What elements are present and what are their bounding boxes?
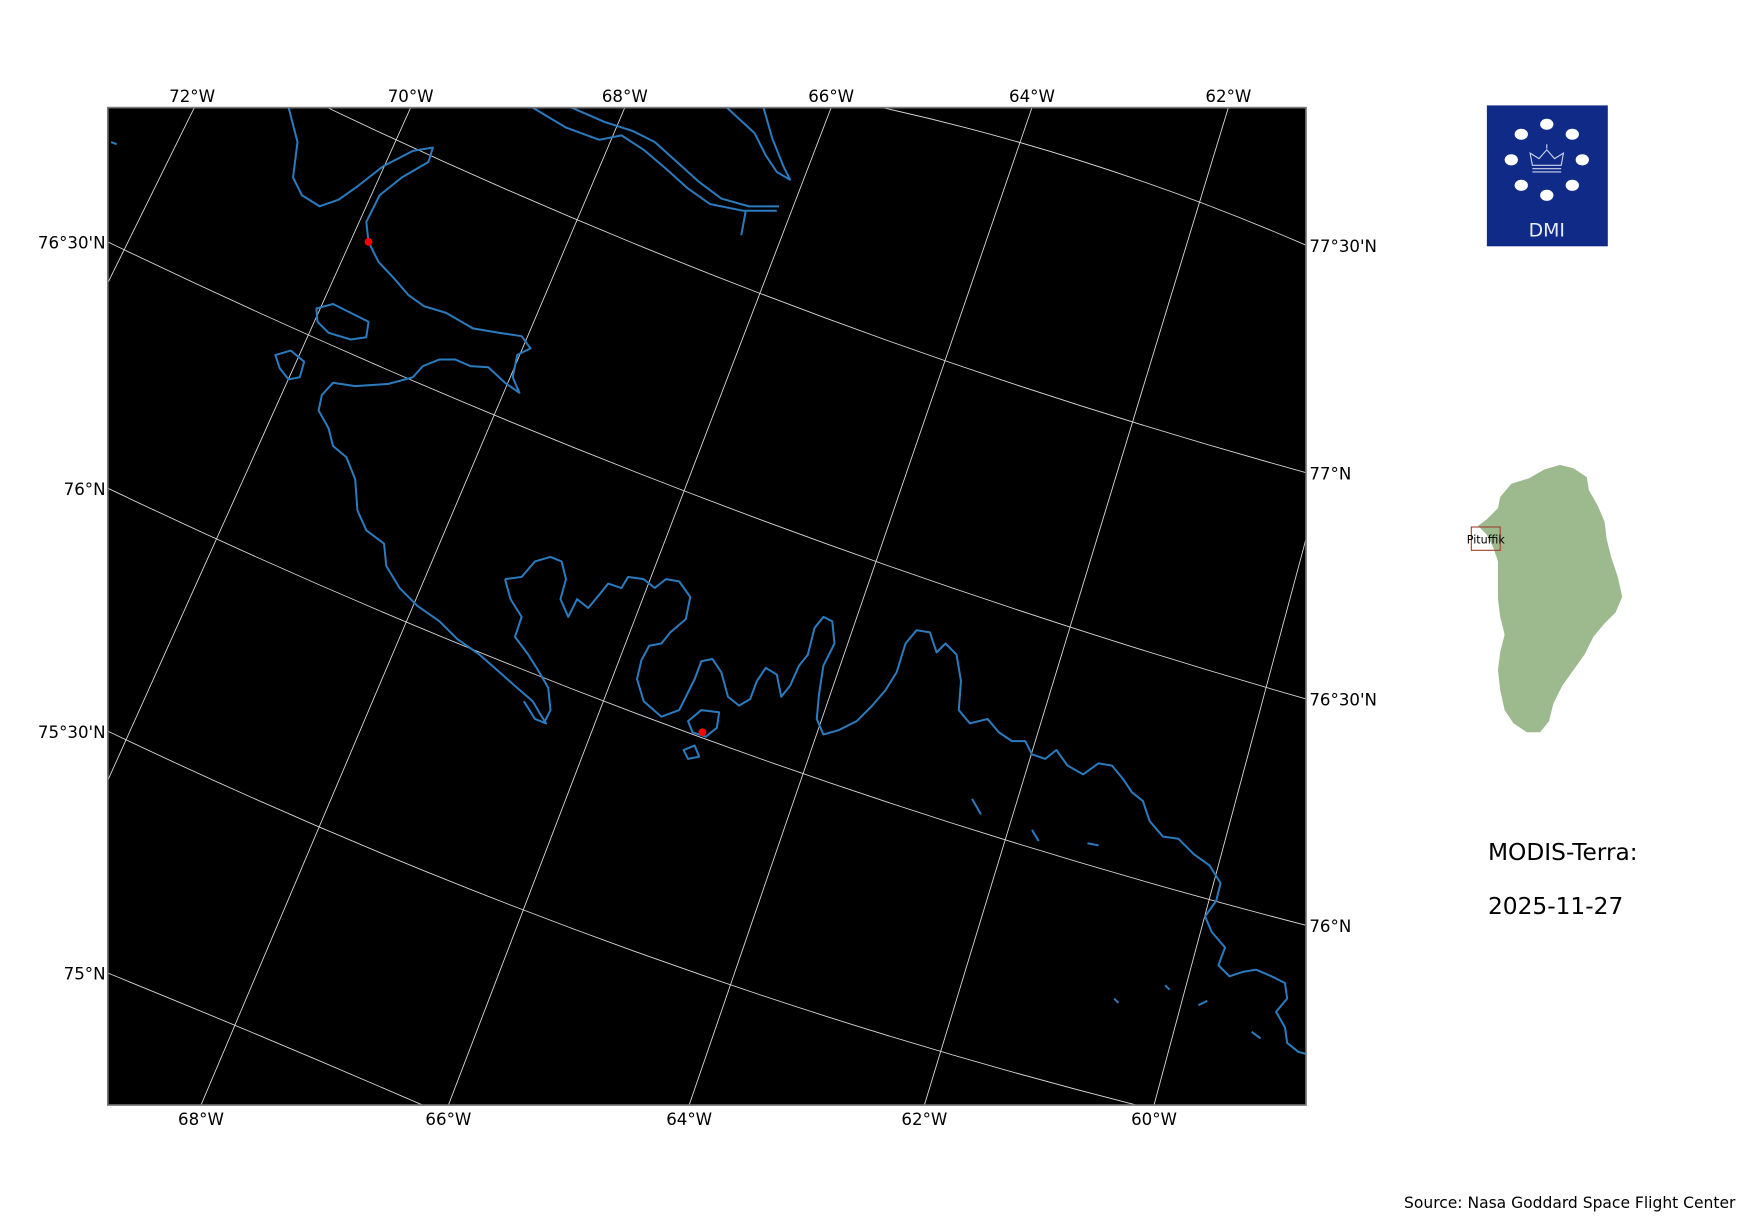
lon-label: 64°W bbox=[666, 1110, 712, 1129]
lat-label: 77°N bbox=[1309, 464, 1351, 483]
islands-east bbox=[110, 141, 1262, 1040]
parallel-76n bbox=[107, 487, 1307, 926]
meridian-64w bbox=[688, 107, 1033, 1106]
coastline-northeast bbox=[726, 107, 792, 181]
parallel-75-30n bbox=[107, 730, 1139, 1106]
lon-label: 66°W bbox=[808, 87, 854, 106]
coastline-south bbox=[504, 555, 1307, 1055]
lon-label: 66°W bbox=[425, 1110, 471, 1129]
station-marker bbox=[364, 237, 373, 246]
strait-coast-2 bbox=[571, 107, 780, 236]
meridian-62w bbox=[923, 107, 1229, 1106]
station-marker bbox=[698, 728, 707, 737]
island-small bbox=[682, 744, 701, 760]
lon-label: 60°W bbox=[1131, 1110, 1177, 1129]
parallel-77n bbox=[327, 107, 1307, 474]
lon-label: 62°W bbox=[901, 1110, 947, 1129]
lat-label: 76°30'N bbox=[1309, 691, 1377, 710]
map-area bbox=[107, 107, 1307, 1106]
inset-location-box bbox=[1470, 526, 1501, 551]
lon-label: 68°W bbox=[602, 87, 648, 106]
lon-label: 70°W bbox=[388, 87, 434, 106]
lat-label: 75°30'N bbox=[38, 723, 106, 742]
lat-label: 75°N bbox=[64, 965, 106, 984]
lon-label: 62°W bbox=[1205, 87, 1251, 106]
coastline-inner bbox=[504, 578, 552, 724]
meridian-60w bbox=[1153, 537, 1307, 1106]
parallel-76-30n bbox=[107, 241, 1307, 700]
meridian-70w bbox=[107, 107, 412, 782]
lon-label: 68°W bbox=[178, 1110, 224, 1129]
meridian-72w bbox=[107, 107, 195, 284]
lat-label: 76°N bbox=[1309, 917, 1351, 936]
lon-label: 72°W bbox=[169, 87, 215, 106]
coastline-northwest bbox=[287, 107, 548, 725]
parallel-77-30n bbox=[882, 107, 1307, 246]
lon-label: 64°W bbox=[1009, 87, 1055, 106]
lat-label: 77°30'N bbox=[1309, 237, 1377, 256]
island-lake bbox=[315, 303, 370, 341]
lat-label: 76°N bbox=[64, 480, 106, 499]
meridian-68w bbox=[200, 107, 626, 1106]
island-west bbox=[274, 349, 306, 381]
logo-text: DMI bbox=[1529, 219, 1565, 241]
meridian-66w bbox=[447, 107, 832, 1106]
island-small-south bbox=[687, 709, 721, 738]
sensor-label: MODIS-Terra: bbox=[1488, 839, 1638, 866]
map-frame bbox=[106, 106, 1307, 1106]
strait-coast-1 bbox=[532, 107, 777, 212]
source-credit: Source: Nasa Goddard Space Flight Center bbox=[1404, 1194, 1736, 1212]
parallel-75n bbox=[107, 972, 424, 1106]
greenland-inset: Pituffik bbox=[1467, 464, 1623, 733]
crown-icon bbox=[1529, 144, 1565, 173]
dmi-logo: DMI bbox=[1486, 105, 1608, 247]
inset-label: Pituffik bbox=[1467, 534, 1506, 547]
lat-label: 76°30'N bbox=[38, 234, 106, 253]
date-label: 2025-11-27 bbox=[1488, 893, 1623, 920]
